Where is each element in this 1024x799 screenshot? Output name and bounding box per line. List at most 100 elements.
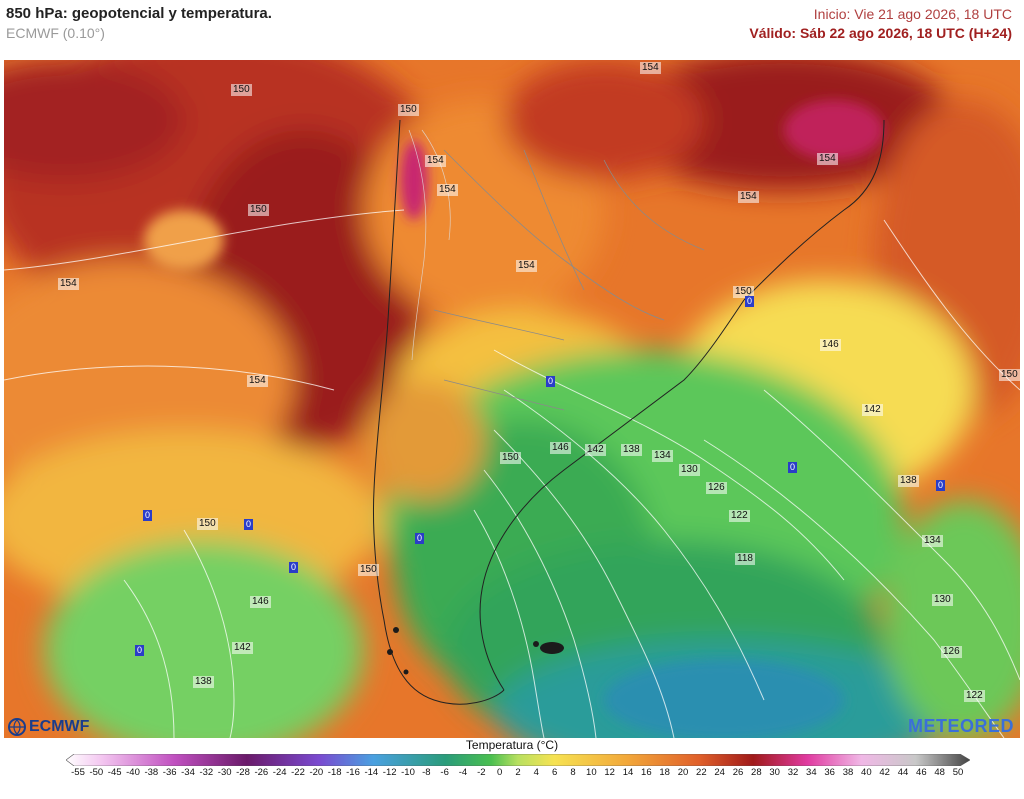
weather-map[interactable] bbox=[4, 60, 1020, 738]
header-left: 850 hPa: geopotencial y temperatura. ECM… bbox=[6, 4, 272, 42]
colorbar-tick-label: 16 bbox=[641, 767, 652, 778]
colorbar-tick-label: -16 bbox=[346, 767, 360, 778]
ecmwf-logo-text: ECMWF bbox=[29, 718, 90, 735]
isohypse-label: 154 bbox=[437, 184, 458, 196]
isohypse-label: 138 bbox=[193, 676, 214, 688]
colorbar-tick-label: 6 bbox=[552, 767, 558, 778]
isohypse-label: 150 bbox=[398, 104, 419, 116]
isohypse-label: 150 bbox=[733, 286, 754, 298]
zero-isotherm-label: 0 bbox=[546, 376, 556, 387]
colorbar-tick-label: -22 bbox=[291, 767, 305, 778]
isohypse-label: 150 bbox=[197, 518, 218, 530]
colorbar-tick-label: 22 bbox=[696, 767, 707, 778]
colorbar-tick-label: 34 bbox=[806, 767, 817, 778]
colorbar-tick-label: 40 bbox=[861, 767, 872, 778]
colorbar-tick-label: 18 bbox=[659, 767, 670, 778]
colorbar-tick-label: -8 bbox=[422, 767, 431, 778]
colorbar-tick-label: 28 bbox=[751, 767, 762, 778]
colorbar-tick-label: -32 bbox=[199, 767, 214, 778]
colorbar-tick-label: 30 bbox=[769, 767, 780, 778]
isohypse-label: 150 bbox=[500, 452, 521, 464]
colorbar-tick-label: -20 bbox=[309, 767, 324, 778]
colorbar-tick-label: 0 bbox=[497, 767, 503, 778]
colorbar-tick-label: -24 bbox=[272, 767, 287, 778]
ecmwf-logo: ECMWF bbox=[8, 718, 89, 736]
isohypse-label: 130 bbox=[679, 464, 700, 476]
isohypse-label: 150 bbox=[248, 204, 269, 216]
isohypse-label: 118 bbox=[735, 553, 755, 565]
header-right: Inicio: Vie 21 ago 2026, 18 UTC Válido: … bbox=[749, 4, 1012, 42]
colorbar-tick-label: 4 bbox=[533, 767, 539, 778]
isohypse-label: 142 bbox=[232, 642, 253, 654]
colorbar-tick-label: 50 bbox=[952, 767, 964, 778]
colorbar-tick-label: 46 bbox=[916, 767, 927, 778]
zero-isotherm-label: 0 bbox=[289, 562, 299, 573]
zero-isotherm-label: 0 bbox=[745, 296, 755, 307]
isohypse-label: 154 bbox=[516, 260, 537, 272]
isohypse-label: 146 bbox=[550, 442, 571, 454]
map-title: 850 hPa: geopotencial y temperatura. bbox=[6, 5, 272, 22]
init-time: Inicio: Vie 21 ago 2026, 18 UTC bbox=[813, 6, 1012, 22]
isohypse-label: 154 bbox=[425, 155, 446, 167]
isohypse-label: 142 bbox=[585, 444, 606, 456]
meteored-logo: METEORED bbox=[907, 716, 1014, 736]
colorbar-tick-label: -36 bbox=[162, 767, 177, 778]
colorbar-tick-label: -45 bbox=[107, 767, 122, 778]
isohypse-label: 154 bbox=[738, 191, 759, 203]
isohypse-label: 130 bbox=[932, 594, 953, 606]
isohypse-label: 146 bbox=[250, 596, 271, 608]
isohypse-label: 126 bbox=[706, 482, 727, 494]
zero-isotherm-label: 0 bbox=[788, 462, 798, 473]
temperature-colorbar bbox=[66, 754, 970, 766]
isohypse-label: 126 bbox=[941, 646, 962, 658]
isohypse-label: 122 bbox=[964, 690, 985, 702]
colorbar-tick-label: 26 bbox=[732, 767, 744, 778]
colorbar-tick-label: 32 bbox=[787, 767, 799, 778]
isohypse-label: 154 bbox=[58, 278, 79, 290]
colorbar-tick-label: -28 bbox=[236, 767, 250, 778]
colorbar-tick-label: 14 bbox=[622, 767, 634, 778]
colorbar-tick-label: -4 bbox=[458, 767, 468, 778]
isohypse-label: 122 bbox=[729, 510, 750, 522]
colorbar-tick-label: 12 bbox=[604, 767, 615, 778]
colorbar-tick-label: 2 bbox=[515, 767, 521, 778]
model-label: ECMWF (0.10°) bbox=[6, 25, 105, 41]
colorbar-tick-label: 38 bbox=[842, 767, 854, 778]
colorbar-tick-label: 42 bbox=[879, 767, 890, 778]
colorbar-tick-label: 24 bbox=[714, 767, 725, 778]
zero-isotherm-label: 0 bbox=[143, 510, 153, 521]
colorbar-tick-label: 36 bbox=[824, 767, 835, 778]
colorbar-title: Temperatura (°C) bbox=[465, 738, 559, 752]
isohypse-label: 150 bbox=[358, 564, 379, 576]
colorbar-tick-label: -12 bbox=[382, 767, 397, 778]
colorbar-tick-label: -40 bbox=[126, 767, 140, 778]
ecmwf-globe-icon bbox=[8, 718, 26, 736]
colorbar-tick-label: -50 bbox=[89, 767, 104, 778]
zero-isotherm-label: 0 bbox=[415, 533, 425, 544]
isohypse-label: 154 bbox=[640, 62, 661, 74]
isohypse-label: 138 bbox=[621, 444, 642, 456]
colorbar-ticks: -55 -50 -45 -40 -38 -36 -34 -32 -30 -28 -26 -24 -22-… bbox=[62, 767, 964, 781]
isohypse-label: 154 bbox=[817, 153, 838, 165]
colorbar-tick-label: -6 bbox=[440, 767, 449, 778]
isohypse-label: 154 bbox=[247, 375, 268, 387]
colorbar-tick-label: -34 bbox=[181, 767, 195, 778]
isohypse-label: 134 bbox=[922, 535, 943, 547]
colorbar-tick-label: -18 bbox=[327, 767, 342, 778]
valid-time: Válido: Sáb 22 ago 2026, 18 UTC (H+24) bbox=[749, 25, 1012, 41]
colorbar-tick-label: 10 bbox=[586, 767, 597, 778]
zero-isotherm-label: 0 bbox=[135, 645, 145, 656]
colorbar-tick-label: 8 bbox=[570, 767, 576, 778]
colorbar-tick-label: -10 bbox=[401, 767, 415, 778]
colorbar-tick-label: -30 bbox=[217, 767, 232, 778]
temperature-field bbox=[4, 60, 1020, 738]
colorbar-tick-label: 44 bbox=[897, 767, 909, 778]
colorbar-tick-label: -14 bbox=[364, 767, 379, 778]
zero-isotherm-label: 0 bbox=[936, 480, 946, 491]
colorbar-tick-label: 48 bbox=[934, 767, 945, 778]
colorbar-tick-label: -55 bbox=[71, 767, 85, 778]
zero-isotherm-label: 0 bbox=[244, 519, 254, 530]
isohypse-label: 146 bbox=[820, 339, 841, 351]
isohypse-label: 150 bbox=[231, 84, 252, 96]
isohypse-label: 134 bbox=[652, 450, 673, 462]
